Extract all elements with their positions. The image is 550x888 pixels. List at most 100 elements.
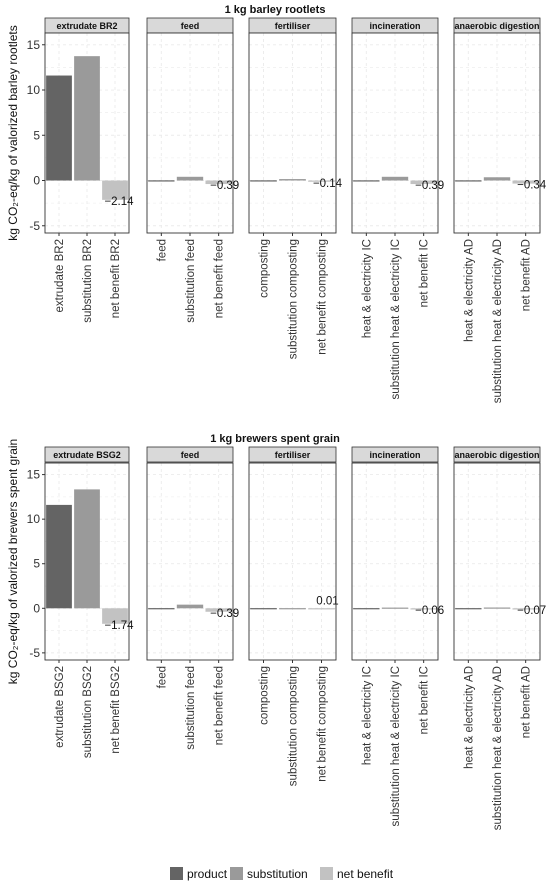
y-tick-label: 0 <box>33 601 40 615</box>
legend-swatch-net-benefit <box>320 867 333 880</box>
bar-net-benefit-br2 <box>102 180 128 200</box>
x-tick-label: heat & electricity AD <box>463 239 475 342</box>
y-tick-label: -5 <box>29 646 40 660</box>
bar-net-benefit-composting <box>308 180 335 182</box>
bar-heat-electricity-ic <box>353 180 380 182</box>
data-label: −0.07 <box>517 605 546 617</box>
plot-panel <box>352 33 438 233</box>
facet-feed: feed −0.39 feed substitution feed net benefi… <box>146 17 239 323</box>
facet-strip <box>44 446 130 463</box>
bar-extrudate-br2 <box>46 75 72 181</box>
x-tick-label: feed <box>156 239 168 261</box>
bar-substitution-br2 <box>74 56 100 181</box>
facet-strip-label: fertiliser <box>275 450 311 460</box>
facet-strip-label: anaerobic digestion <box>454 450 539 460</box>
x-tick-label: composting <box>259 239 271 298</box>
legend: product substitution net benefit <box>170 867 394 881</box>
facet-strip-label: fertiliser <box>275 21 311 31</box>
legend-label-product: product <box>187 867 228 881</box>
y-tick-label: 0 <box>33 174 40 188</box>
x-tick-label: net benefit AD <box>521 239 533 311</box>
x-tick-label: net benefit IC <box>419 239 431 307</box>
x-tick-label: substitution BSG2 <box>82 666 94 758</box>
bar-composting <box>250 608 277 610</box>
data-label: −2.14 <box>104 196 134 208</box>
x-tick-label: substitution feed <box>185 666 197 750</box>
bar-substitution-feed <box>176 176 204 181</box>
data-label: −0.39 <box>210 180 239 192</box>
x-tick-label: substitution heat & electricity AD <box>492 666 504 830</box>
facet-strip <box>453 446 541 463</box>
bar-heat-electricity-ic <box>353 608 380 610</box>
legend-label-net-benefit: net benefit <box>337 867 394 881</box>
x-tick-label: net benefit composting <box>317 239 329 355</box>
x-tick-label: substitution composting <box>288 666 300 786</box>
bar-heat-electricity-ad <box>455 180 482 182</box>
bar-net-benefit-ad <box>512 608 539 610</box>
y-tick-label: 15 <box>27 468 41 482</box>
x-tick-label: substitution BR2 <box>82 239 94 323</box>
legend-swatch-product <box>170 867 183 880</box>
facet-strip-label: extrudate BR2 <box>56 21 117 31</box>
bar-net-benefit-feed <box>205 608 232 612</box>
data-label: −0.39 <box>415 180 444 192</box>
x-tick-label: extrudate BSG2 <box>54 666 66 748</box>
bar-substitution-bsg2 <box>74 489 100 609</box>
y-axis-label: kg CO₂-eq/kg of valorized brewers spent … <box>6 439 20 684</box>
bar-substitution-feed <box>176 604 204 609</box>
data-label: −0.39 <box>210 608 239 620</box>
facet-feed: feed −0.39 feed substitution feed net benefi… <box>146 446 239 750</box>
facet-strip <box>248 446 337 463</box>
x-tick-label: net benefit BSG2 <box>110 666 122 754</box>
y-tick-label: 5 <box>33 557 40 571</box>
legend-swatch-substitution <box>230 867 243 880</box>
y-axis-label: kg CO₂-eq/kg of valorized barley rootlet… <box>6 25 20 240</box>
x-tick-label: net benefit BR2 <box>110 239 122 318</box>
bar-substitution-heat-electricity-ic <box>381 176 409 181</box>
bar-heat-electricity-ad <box>455 608 482 610</box>
y-tick-label: 5 <box>33 128 40 142</box>
x-tick-label: composting <box>259 666 271 725</box>
facet-strip-label: incineration <box>369 450 420 460</box>
chart-title: 1 kg brewers spent grain <box>210 433 340 445</box>
chart-title: 1 kg barley rootlets <box>225 4 326 16</box>
data-label: −1.74 <box>104 620 134 632</box>
facet-anaerobic-digestion: anaerobic digestion −0.34 heat & electrici… <box>453 17 547 403</box>
x-tick-label: net benefit feed <box>214 666 226 745</box>
chart-barley-rootlets: 1 kg barley rootlets kg CO₂-eq/kg of valo… <box>6 4 547 403</box>
facet-extrudate-br2: extrudate BR2 −2.14 extrudate BR2 substitut… <box>44 17 134 323</box>
facet-strip-label: incineration <box>369 21 420 31</box>
chart-brewers-spent-grain: 1 kg brewers spent grain kg CO₂-eq/kg of … <box>6 433 546 830</box>
data-label: 0.01 <box>316 595 338 607</box>
facet-strip-label: feed <box>181 450 200 460</box>
bar-net-benefit-feed <box>205 180 232 185</box>
y-tick-label: 15 <box>27 38 41 52</box>
bar-substitution-heat-electricity-ad <box>483 607 511 609</box>
facet-extrudate-bsg2: extrudate BSG2 −1.74 extrudate BSG2 substit… <box>44 446 134 758</box>
x-tick-label: net benefit IC <box>419 666 431 734</box>
y-tick-label: -5 <box>29 219 40 233</box>
bar-substitution-composting <box>279 179 306 181</box>
facet-strip-label: extrudate BSG2 <box>53 450 121 460</box>
data-label: −0.06 <box>415 605 444 617</box>
x-tick-label: heat & electricity AD <box>463 666 475 769</box>
bar-substitution-heat-electricity-ad <box>483 177 511 181</box>
x-tick-label: net benefit composting <box>317 666 329 782</box>
bar-net-benefit-ad <box>512 180 539 184</box>
x-tick-label: heat & electricity IC <box>361 666 373 765</box>
x-tick-label: substitution feed <box>185 239 197 323</box>
facet-strip <box>351 446 439 463</box>
facet-incineration: incineration −0.06 heat & electricity IC su… <box>351 446 444 826</box>
bar-net-benefit-ic <box>410 180 437 185</box>
facet-strip <box>146 446 234 463</box>
facet-incineration: incineration −0.39 heat & electricity IC su… <box>351 17 444 399</box>
data-label: −0.14 <box>313 178 343 190</box>
facet-anaerobic-digestion: anaerobic digestion −0.07 heat & electrici… <box>453 446 546 830</box>
facet-fertiliser: fertiliser −0.14 composting substitution co… <box>248 17 343 359</box>
y-tick-label: 10 <box>27 512 41 526</box>
bar-net-benefit-ic <box>410 608 437 610</box>
x-tick-label: extrudate BR2 <box>54 239 66 313</box>
bar-net-benefit-composting <box>308 608 335 610</box>
bar-extrudate-bsg2 <box>46 504 72 609</box>
